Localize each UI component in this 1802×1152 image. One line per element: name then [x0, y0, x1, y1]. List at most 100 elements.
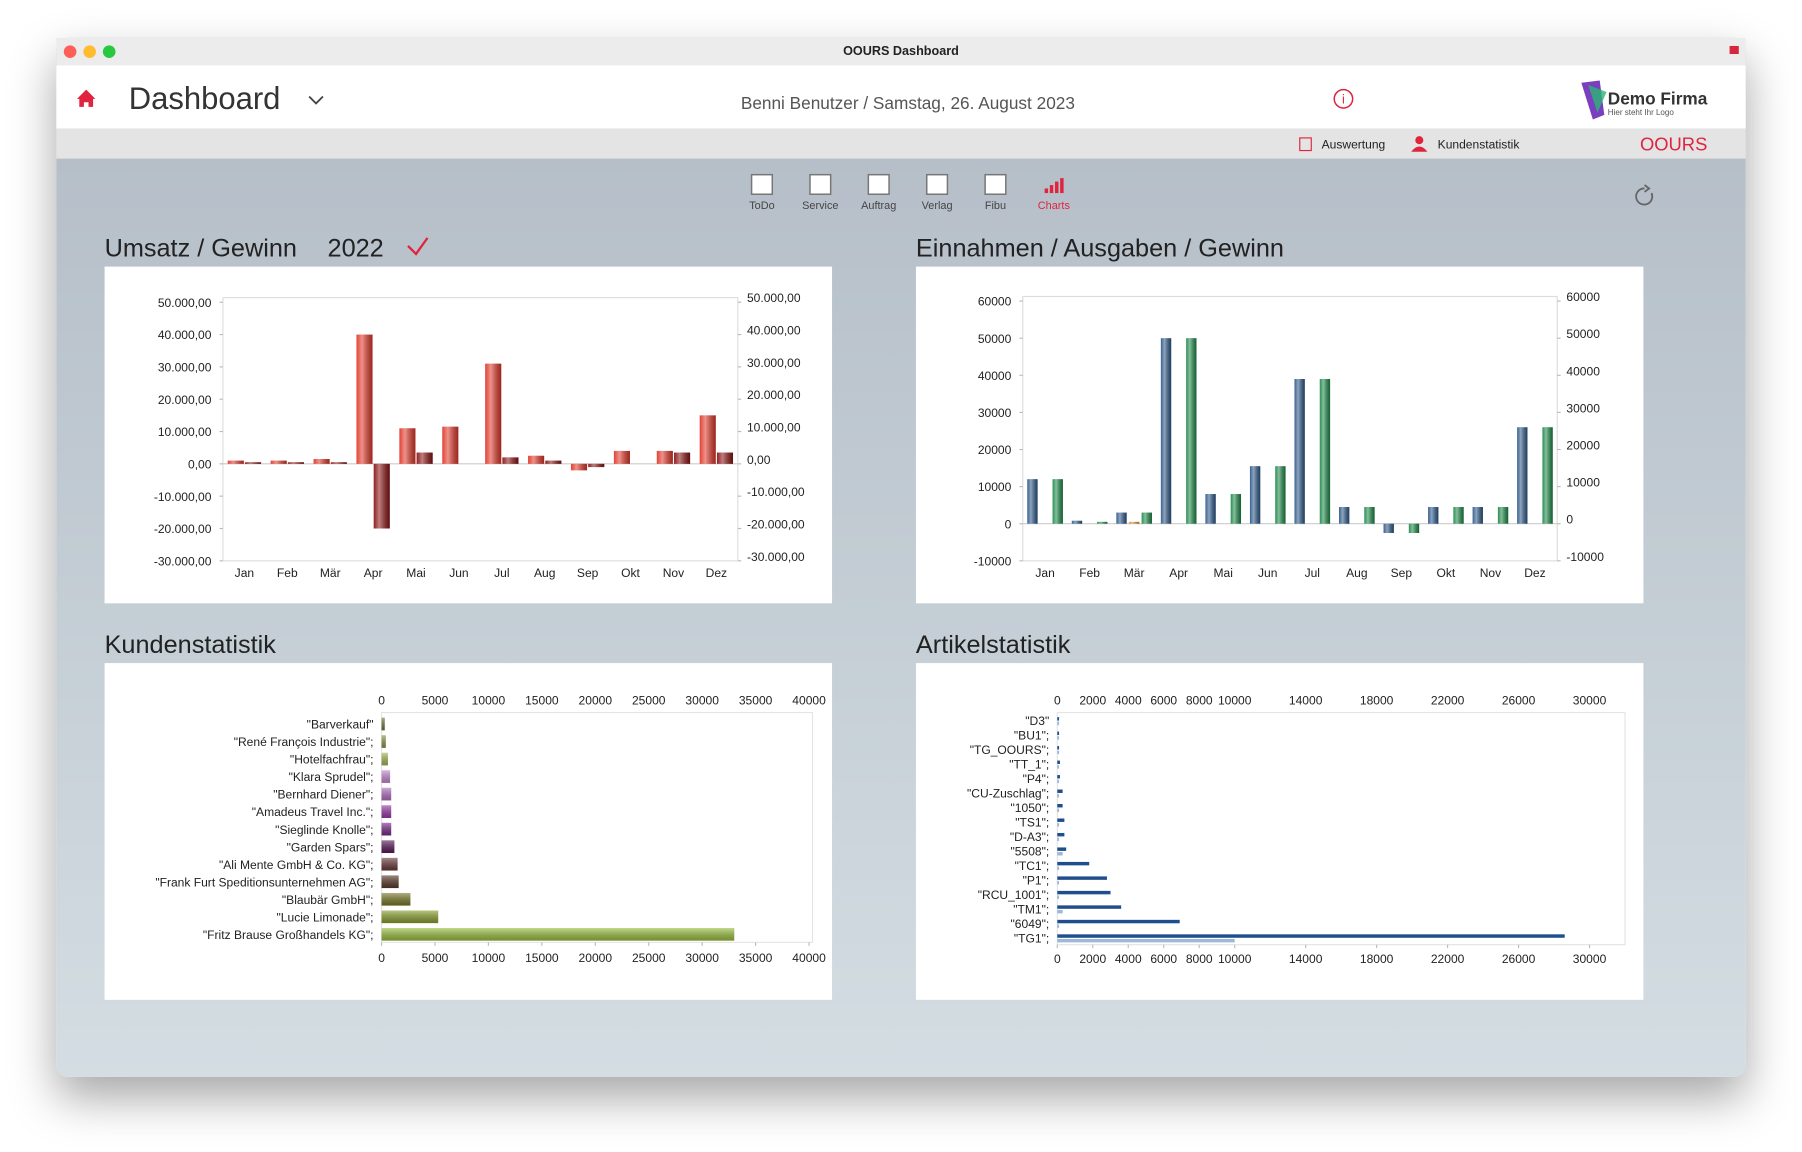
- y-tick-label: "Ali Mente GmbH & Co. KG";: [219, 858, 374, 872]
- chart-panel: [104, 663, 833, 1000]
- toolbar-label[interactable]: Charts: [1038, 200, 1071, 212]
- bar: [1057, 890, 1111, 895]
- y-tick-label: "TC1";: [1015, 859, 1050, 873]
- report-icon[interactable]: [1299, 137, 1312, 152]
- bar: [1057, 847, 1067, 851]
- y2-tick-label: 50.000,00: [747, 291, 801, 305]
- zoom-button[interactable]: [102, 45, 116, 59]
- x-tick-label: 10000: [472, 693, 506, 707]
- logo-name: Demo Firma: [1608, 89, 1708, 109]
- bar-shade: [1517, 427, 1528, 524]
- user-icon[interactable]: [1411, 146, 1428, 152]
- year[interactable]: 2022: [328, 234, 384, 262]
- y-tick-label: "D3": [1025, 714, 1049, 728]
- x-tick-label: 10000: [1218, 693, 1252, 707]
- dropdown-icon[interactable]: [308, 95, 324, 105]
- y-tick-label: 30.000,00: [158, 360, 212, 374]
- x-tick-label: Dez: [706, 566, 727, 580]
- header: [56, 65, 1746, 129]
- minimize-button[interactable]: [83, 45, 96, 59]
- bar: [1057, 909, 1063, 914]
- bar-shade: [1428, 507, 1439, 524]
- x-tick-label: Jul: [494, 566, 509, 580]
- x-tick-label: 15000: [525, 693, 559, 707]
- close-button[interactable]: [63, 45, 77, 59]
- x-tick-label: 30000: [1573, 693, 1607, 707]
- x-tick-label: Mär: [1124, 566, 1145, 580]
- toolbar-icon: [1049, 185, 1054, 194]
- user-date: Benni Benutzer / Samstag, 26. August 202…: [741, 93, 1075, 113]
- toolbar-label[interactable]: ToDo: [749, 200, 774, 212]
- toolbar-label[interactable]: Verlag: [922, 200, 953, 212]
- user-icon[interactable]: [1415, 136, 1424, 145]
- bar: [1057, 919, 1180, 924]
- x-tick-label: 5000: [422, 693, 449, 707]
- y-tick-label: "D-A3";: [1010, 830, 1049, 844]
- y2-tick-label: 20000: [1566, 439, 1600, 453]
- chart-title: Kundenstatistik: [105, 631, 277, 659]
- chart-panel: [104, 266, 833, 604]
- lock-icon[interactable]: [1729, 45, 1739, 55]
- x-tick-label: 4000: [1115, 693, 1142, 707]
- y-tick-label: "Sieglinde Knolle";: [275, 823, 373, 837]
- x-tick-label: Sep: [577, 566, 599, 580]
- x-tick-label: 0: [1054, 693, 1061, 707]
- bar-shade: [485, 363, 502, 464]
- x-tick-label: 5000: [422, 951, 449, 965]
- page-title[interactable]: Dashboard: [129, 81, 281, 116]
- bar-shade: [1052, 479, 1063, 524]
- bar-shade: [570, 463, 588, 471]
- toolbar-label[interactable]: Service: [802, 200, 838, 212]
- x-tick-label: Nov: [1480, 566, 1501, 580]
- info-glyph[interactable]: i: [1342, 92, 1345, 106]
- sub-link[interactable]: Auswertung: [1322, 137, 1386, 151]
- bar: [1057, 866, 1060, 870]
- x-tick-label: Jun: [1258, 566, 1277, 580]
- bar: [1057, 852, 1063, 856]
- bar-shade: [1408, 523, 1420, 533]
- x-tick-label: Jul: [1305, 566, 1320, 580]
- bar-shade: [381, 735, 386, 748]
- toolbar-label[interactable]: Auftrag: [861, 200, 896, 212]
- y2-tick-label: 30000: [1566, 401, 1600, 415]
- y2-tick-label: -30.000,00: [747, 550, 805, 564]
- bar-shade: [588, 463, 605, 468]
- bar-shade: [1230, 494, 1242, 524]
- refresh-icon[interactable]: [1635, 184, 1654, 206]
- bar-shade: [330, 462, 347, 464]
- x-tick-label: 30000: [685, 951, 719, 965]
- sub-link[interactable]: Kundenstatistik: [1438, 137, 1521, 151]
- bar-shade: [442, 426, 459, 464]
- toolbar: ToDo Service Auftrag Verlag Fibu Charts: [749, 173, 1071, 212]
- bar: [1057, 934, 1565, 938]
- y-tick-label: -10.000,00: [154, 490, 212, 504]
- x-tick-label: 40000: [792, 693, 826, 707]
- bar: [1057, 765, 1060, 769]
- x-tick-label: Apr: [1169, 566, 1188, 580]
- toolbar-label[interactable]: Fibu: [985, 200, 1006, 212]
- bar-shade: [613, 450, 630, 464]
- x-tick-label: 0: [1054, 952, 1061, 966]
- y-tick-label: 30000: [978, 406, 1012, 420]
- bar: [1057, 736, 1060, 740]
- y2-tick-label: -20.000,00: [747, 518, 805, 532]
- bar-shade: [381, 717, 385, 731]
- toolbar-icon: [1044, 188, 1049, 194]
- y-tick-label: 0: [1005, 517, 1012, 531]
- toolbar-icon: [809, 173, 832, 195]
- bar-shade: [1097, 521, 1108, 524]
- home-icon[interactable]: [76, 89, 96, 107]
- bar-shade: [399, 428, 416, 464]
- x-tick-label: Mär: [320, 566, 341, 580]
- x-tick-label: 0: [378, 951, 385, 965]
- logo-mark: [1588, 85, 1607, 113]
- x-tick-label: 20000: [579, 951, 613, 965]
- info-icon[interactable]: [1333, 88, 1354, 109]
- check-icon[interactable]: [407, 237, 429, 256]
- toolbar-icon: [750, 173, 774, 195]
- bar-shade: [656, 450, 673, 464]
- bar: [1057, 880, 1060, 885]
- x-tick-label: 26000: [1502, 693, 1536, 707]
